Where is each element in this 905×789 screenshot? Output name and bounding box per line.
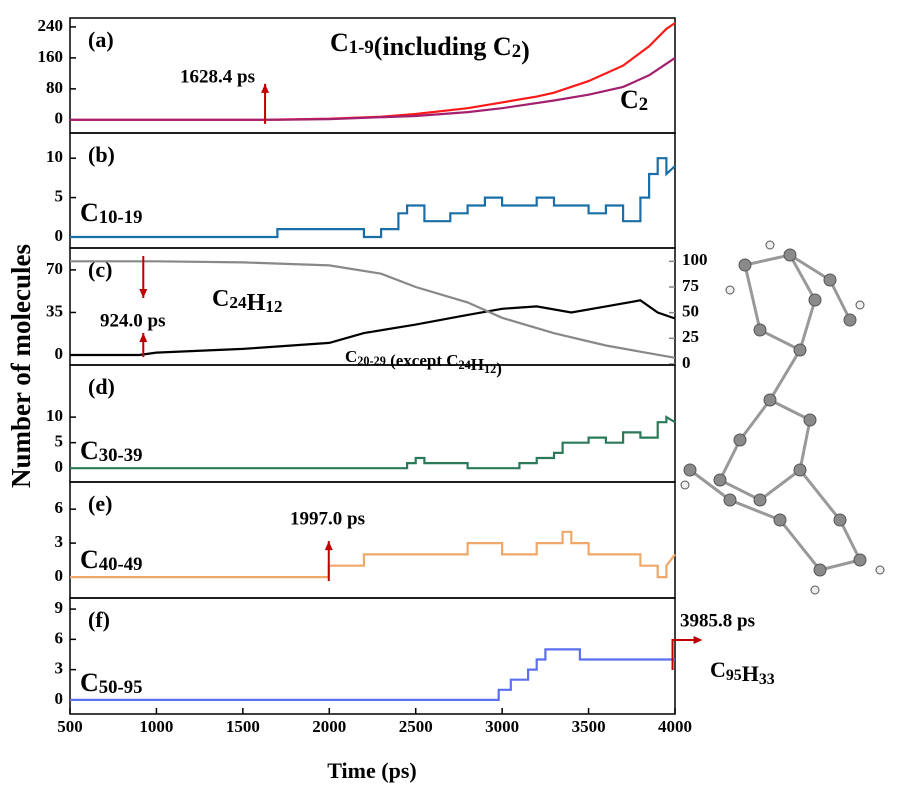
x-tick-label: 4000: [658, 717, 692, 736]
panel-label: (b): [88, 142, 115, 167]
x-tick-label: 2500: [399, 717, 433, 736]
y-tick-label: 9: [55, 598, 64, 617]
series-label: C24H12: [212, 286, 283, 316]
panel-frame: [70, 482, 675, 598]
y-tick-label: 160: [38, 47, 64, 66]
y2-tick-label: 0: [682, 353, 691, 372]
y2-tick-label: 50: [682, 302, 699, 321]
event-label: 1997.0 ps: [290, 508, 365, 529]
arrow-head: [139, 333, 147, 342]
panel-frame: [70, 18, 675, 133]
y-tick-label: 10: [46, 406, 63, 425]
series-line: [70, 417, 675, 468]
y-tick-label: 0: [55, 109, 64, 128]
y-tick-label: 10: [46, 147, 63, 166]
series-line: [70, 649, 675, 700]
y-tick-label: 0: [55, 226, 64, 245]
event-label: 924.0 ps: [100, 310, 165, 331]
y2-tick-label: 75: [682, 276, 699, 295]
y-tick-label: 3: [55, 532, 64, 551]
molecule-label: C95H33: [710, 657, 775, 688]
molecule: [681, 241, 884, 594]
series-line: [70, 158, 675, 237]
y2-tick-label: 100: [682, 250, 708, 269]
y2-tick-label: 25: [682, 327, 699, 346]
panel-label: (a): [88, 27, 114, 52]
series-line: [70, 58, 675, 120]
y-tick-label: 0: [55, 457, 64, 476]
series-label: C2: [620, 85, 648, 115]
x-tick-label: 1500: [226, 717, 260, 736]
panel-label: (f): [88, 607, 110, 632]
y-tick-label: 6: [55, 628, 64, 647]
panel-label: (d): [88, 374, 115, 399]
event-arrow: [673, 640, 695, 670]
series-label: C30-39: [80, 436, 142, 466]
series-label: C50-95: [80, 668, 142, 698]
y-tick-label: 6: [55, 498, 64, 517]
y-tick-label: 70: [46, 259, 63, 278]
y-tick-label: 80: [46, 78, 63, 97]
arrow-head: [261, 84, 269, 93]
x-tick-label: 2000: [312, 717, 346, 736]
y-tick-label: 0: [55, 344, 64, 363]
arrow-head: [139, 289, 147, 298]
panel-label: (e): [88, 491, 112, 516]
series-label: C40-49: [80, 545, 142, 575]
y-tick-label: 0: [55, 566, 64, 585]
y-tick-label: 0: [55, 689, 64, 708]
series-label: C10-19: [80, 198, 142, 228]
arrow-head: [325, 541, 333, 550]
series-line: [70, 532, 675, 577]
panel-frame: [70, 598, 675, 714]
event-label: 3985.8 ps: [680, 610, 755, 631]
x-tick-label: 3000: [485, 717, 519, 736]
x-tick-label: 3500: [572, 717, 606, 736]
y-tick-label: 35: [46, 301, 63, 320]
panel-frame: [70, 133, 675, 248]
x-tick-label: 500: [57, 717, 83, 736]
series-label: C1-9(including C2): [330, 28, 530, 65]
panel-frame: [70, 248, 675, 365]
figure: Number of molecules Time (ps) (a) 0 80 160 2…: [0, 0, 905, 789]
y-tick-label: 240: [38, 16, 64, 35]
event-label: 1628.4 ps: [180, 66, 255, 87]
panel-frame: [70, 365, 675, 482]
y-tick-label: 5: [55, 432, 64, 451]
x-axis-label: Time (ps): [327, 758, 416, 783]
arrow-head: [694, 636, 703, 644]
series-label: C20-29 (except C24H12): [345, 347, 502, 378]
x-tick-label: 1000: [139, 717, 173, 736]
y-tick-label: 3: [55, 659, 64, 678]
y-axis-label: Number of molecules: [6, 244, 36, 488]
y-tick-label: 5: [55, 186, 64, 205]
